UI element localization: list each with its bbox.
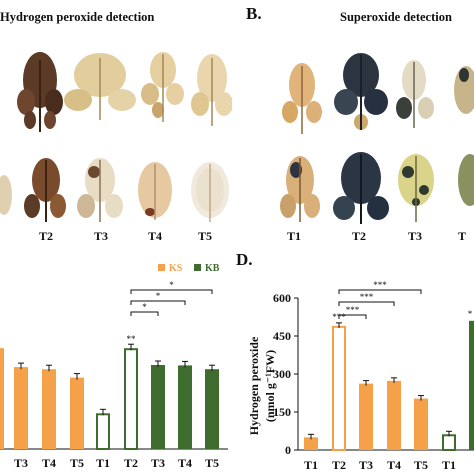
significance-label: *** <box>346 305 360 315</box>
x-tick-label: T3 <box>14 456 28 470</box>
y-tick-label: 0 <box>285 443 291 457</box>
panel-b-leaf-photo <box>276 30 474 226</box>
bar-t3 <box>359 383 373 450</box>
leaf-icon <box>282 63 322 134</box>
leaf-icon <box>280 156 320 222</box>
panel-b-letter: B. <box>246 4 262 23</box>
leaf-icon <box>77 158 123 222</box>
leaf-icon <box>64 53 136 120</box>
significance-bracket <box>338 314 367 319</box>
x-tick-label: T4 <box>387 458 401 472</box>
significance-label: * <box>156 291 161 301</box>
panel-b-title: Superoxide detection <box>340 10 452 24</box>
bar-t5 <box>414 398 428 450</box>
leaf-icon <box>0 175 12 215</box>
bar-t1 <box>96 413 110 451</box>
panel-d-letter: D. <box>236 250 253 269</box>
panel-a-title: Hydrogen peroxide detection <box>0 10 155 24</box>
significance-bracket <box>338 301 395 306</box>
x-tick-label: T1 <box>96 456 110 470</box>
panel-b-label-t3: T3 <box>407 229 422 243</box>
leaf-icon <box>191 162 229 222</box>
leaf-icon <box>138 162 172 220</box>
bar-t5 <box>70 377 84 449</box>
panel-a-leaf-photo <box>0 30 232 226</box>
panel-a-label-t2: T2 <box>38 229 53 243</box>
legend-label-kb: KB <box>205 263 220 274</box>
x-tick-label: T2 <box>332 458 346 472</box>
x-tick-label: T1 <box>442 458 456 472</box>
x-tick-label: T4 <box>42 456 56 470</box>
panel-a-label-t3: T3 <box>93 229 108 243</box>
leaf-icon <box>24 158 66 222</box>
y-tick-label: 300 <box>273 367 291 381</box>
y-tick-label: 600 <box>273 291 291 305</box>
significance-bracket <box>130 289 213 294</box>
x-tick-label: T5 <box>205 456 219 470</box>
bar-t5 <box>205 369 219 449</box>
x-tick-label: T3 <box>151 456 165 470</box>
chart-c: KS KB T3 T4 T5 T1 T2 T3 T4 T5 ***** <box>0 263 228 470</box>
legend-swatch-ks <box>158 264 165 271</box>
significance-label: *** <box>373 280 387 290</box>
leaf-icon <box>17 52 63 132</box>
bar-t4 <box>42 369 56 449</box>
bar-t4 <box>178 365 192 449</box>
x-tick-label: T1 <box>304 458 318 472</box>
panel-b-label-t: T <box>458 229 467 243</box>
leaf-icon <box>398 154 434 222</box>
significance-label: * <box>468 309 473 319</box>
chart-d: Hydrogen peroxide (nmol g⁻¹FW) 0 150 300 45… <box>247 280 474 472</box>
bar-t2 <box>124 348 138 450</box>
bar-t1 <box>304 437 318 450</box>
significance-bracket <box>130 311 159 316</box>
leaf-icon <box>454 66 474 114</box>
bar-t3 <box>14 367 28 449</box>
x-tick-label: T2 <box>124 456 138 470</box>
chart-c-legend: KS KB <box>158 263 220 274</box>
significance-label: ** <box>127 334 137 344</box>
panel-a-label-t5: T5 <box>197 229 212 243</box>
legend-swatch-kb <box>194 264 201 271</box>
leaf-icon <box>458 154 474 206</box>
leaf-icon <box>191 54 232 126</box>
significance-label: * <box>142 302 147 312</box>
significance-label: * <box>169 280 174 290</box>
bar-t3 <box>151 365 165 449</box>
panel-a-label-t4: T4 <box>147 229 162 243</box>
significance-label: *** <box>360 292 374 302</box>
panel-b-label-t1: T1 <box>286 229 301 243</box>
leaf-icon <box>141 52 184 122</box>
x-tick-label: T3 <box>359 458 373 472</box>
bar-t2 <box>332 325 346 451</box>
bar-partial <box>0 348 4 449</box>
panel-b-label-t2: T2 <box>351 229 366 243</box>
y-axis-label-line1: Hydrogen peroxide <box>247 336 261 435</box>
significance-bracket <box>130 300 186 305</box>
leaf-icon <box>334 53 388 130</box>
leaf-icon <box>333 152 389 224</box>
x-tick-label: T5 <box>70 456 84 470</box>
legend-label-ks: KS <box>169 263 183 274</box>
leaf-icon <box>396 60 434 128</box>
significance-bracket <box>338 289 422 294</box>
x-tick-label: T5 <box>414 458 428 472</box>
bar-t4 <box>387 380 401 450</box>
y-axis-label-line2: (nmol g⁻¹FW) <box>263 350 277 422</box>
x-tick-label: T4 <box>178 456 192 470</box>
y-tick-label: 150 <box>273 405 291 419</box>
bar-partial <box>469 320 474 450</box>
y-tick-label: 450 <box>273 329 291 343</box>
bar-t1 <box>442 434 456 452</box>
